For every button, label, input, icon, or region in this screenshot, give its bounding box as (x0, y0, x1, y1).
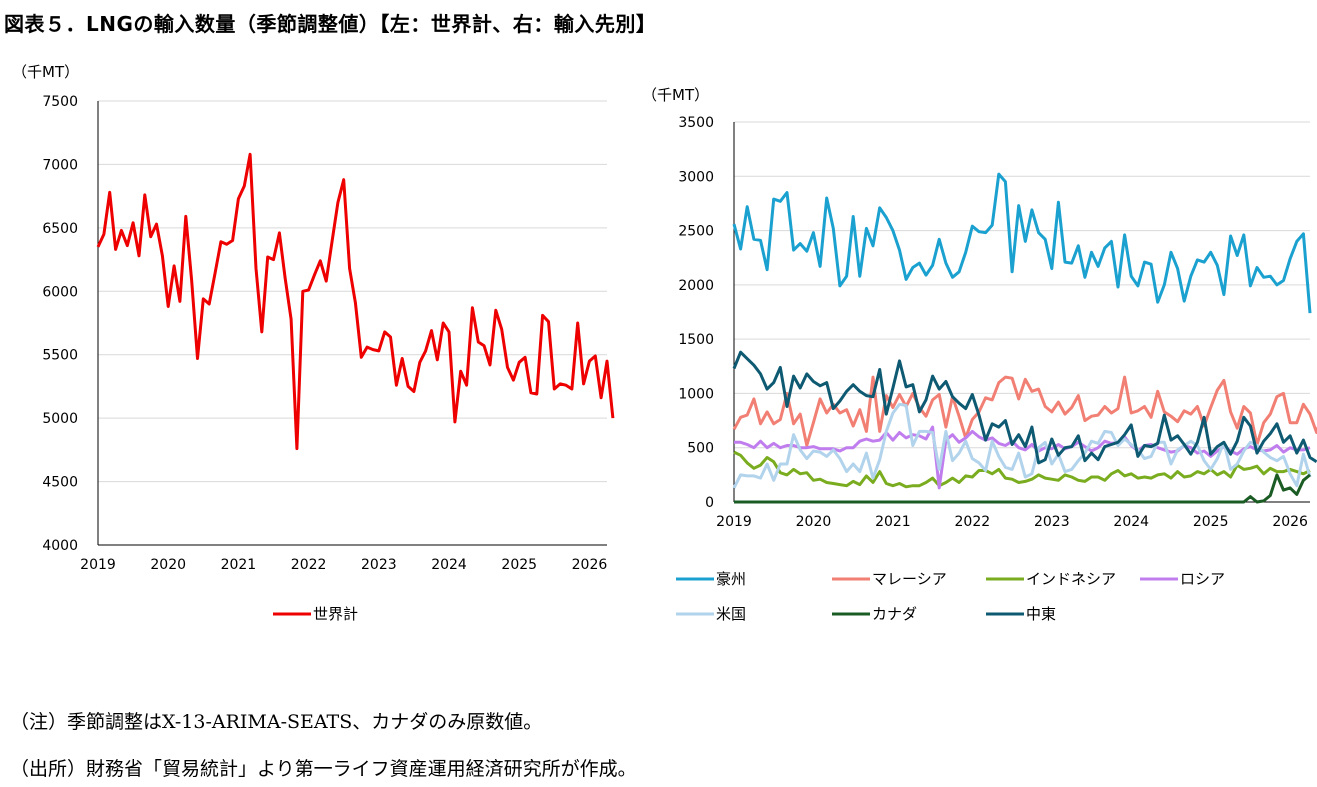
left-y-tick-label: 5500 (42, 348, 78, 364)
by-source-chart: （千MT） 0 500 1000 1500 2000 2500 3000 3500 2019 202… (642, 86, 1317, 623)
right-series-line-5 (734, 473, 1311, 504)
right-series-line-6 (732, 350, 1317, 465)
right-y-tick-label: 3000 (678, 169, 714, 185)
right-x-tick-label: 2024 (1113, 514, 1149, 530)
right-x-tick-label: 2019 (716, 514, 752, 530)
left-x-tick-label: 2021 (221, 557, 257, 573)
right-y-tick-label: 1000 (678, 386, 714, 402)
right-legend-label-2: インドネシア (1026, 570, 1116, 588)
left-series-line-0 (96, 152, 615, 451)
right-legend-label-3: ロシア (1180, 570, 1225, 588)
right-y-tick-label: 500 (687, 441, 714, 457)
right-x-tick-label: 2020 (796, 514, 832, 530)
left-legend-label-0: 世界計 (313, 605, 358, 623)
right-series-line-4 (732, 402, 1312, 489)
right-y-tick-label: 3500 (678, 115, 714, 131)
right-y-tick-label: 2000 (678, 278, 714, 294)
right-series-line-3 (734, 425, 1311, 490)
left-unit-label: （千MT） (12, 63, 79, 81)
left-y-tick-label: 6000 (42, 284, 78, 300)
right-legend-label-4: 米国 (716, 605, 746, 623)
right-legend-label-5: カナダ (872, 605, 917, 623)
right-series-line-2 (733, 450, 1311, 489)
right-unit-label: （千MT） (642, 86, 709, 104)
left-x-tick-label: 2023 (361, 557, 397, 573)
world-total-chart: （千MT） 4000 4500 5000 5500 6000 6500 7000 7500 201… (12, 63, 615, 623)
note-seasonal-adjustment: （注）季節調整はX-13-ARIMA-SEATS、カナダのみ原数値。 (10, 711, 543, 733)
right-x-tick-label: 2023 (1034, 514, 1070, 530)
left-y-tick-label: 7000 (42, 157, 78, 173)
right-legend-label-1: マレーシア (872, 570, 947, 588)
left-y-tick-label: 4500 (42, 475, 78, 491)
left-x-tick-label: 2024 (431, 557, 467, 573)
left-y-tick-label: 6500 (42, 221, 78, 237)
right-x-tick-label: 2025 (1193, 514, 1229, 530)
right-legend-label-6: 中東 (1026, 605, 1056, 623)
right-x-tick-label: 2021 (875, 514, 911, 530)
right-legend-label-0: 豪州 (716, 570, 746, 588)
right-x-tick-label: 2026 (1272, 514, 1308, 530)
right-series-line-0 (732, 172, 1312, 314)
left-y-tick-label: 5000 (42, 411, 78, 427)
right-y-tick-label: 2500 (678, 224, 714, 240)
left-x-tick-label: 2025 (501, 557, 537, 573)
right-y-tick-label: 1500 (678, 332, 714, 348)
left-x-tick-label: 2019 (80, 557, 116, 573)
left-x-tick-label: 2026 (572, 557, 608, 573)
right-y-tick-label: 0 (705, 495, 714, 511)
left-x-tick-label: 2022 (291, 557, 327, 573)
right-series-line-1 (732, 375, 1317, 447)
left-y-tick-label: 4000 (42, 538, 78, 554)
right-x-tick-label: 2022 (955, 514, 991, 530)
left-y-tick-label: 7500 (42, 94, 78, 110)
note-source: （出所）財務省「貿易統計」より第一ライフ資産運用経済研究所が作成。 (10, 758, 637, 780)
left-x-tick-label: 2020 (150, 557, 186, 573)
figure-title: 図表５．LNGの輸入数量（季節調整値）【左：世界計、右：輸入先別】 (4, 12, 657, 36)
